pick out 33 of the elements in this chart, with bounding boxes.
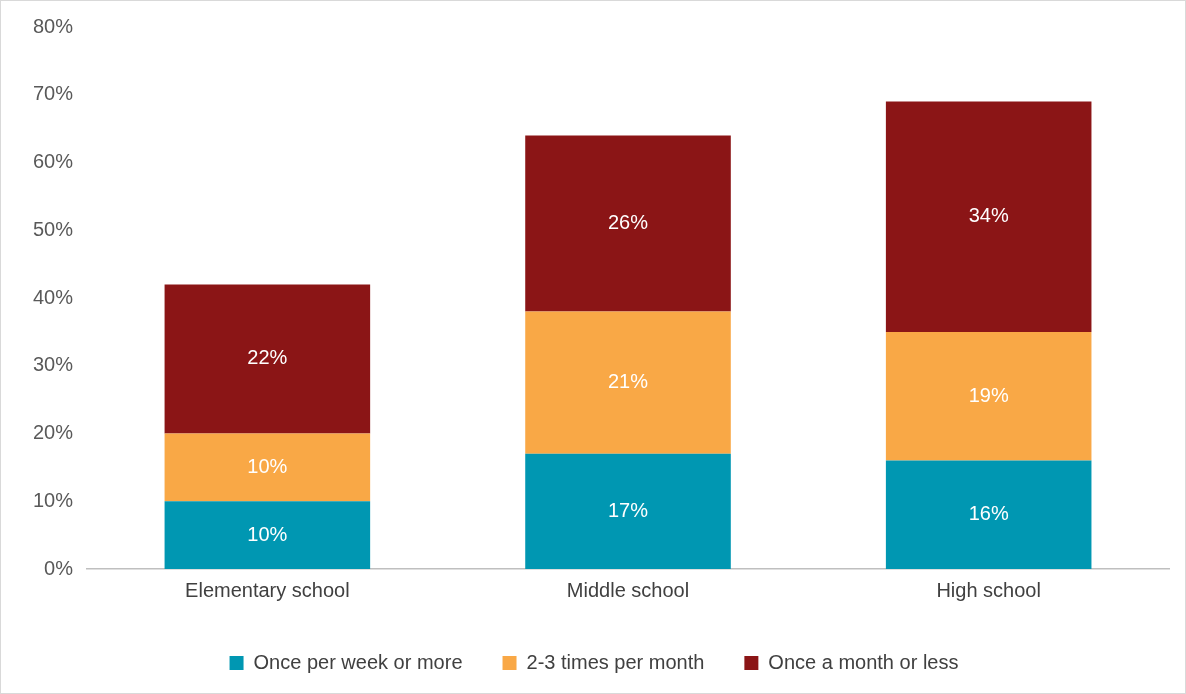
bar: [885, 101, 1092, 332]
y-tick-label: 20%: [33, 421, 74, 444]
x-tick-label: Middle school: [566, 578, 690, 601]
bar: [525, 453, 731, 569]
data-label: 19%: [968, 383, 1009, 406]
x-tick-label: Elementary school: [185, 578, 350, 601]
legend-label: 2-3 times per month: [526, 650, 705, 673]
data-label: 10%: [247, 522, 288, 545]
y-tick-label: 0%: [44, 556, 74, 579]
bar: [525, 311, 731, 454]
data-label: 17%: [608, 498, 649, 521]
y-tick-label: 50%: [33, 217, 74, 240]
x-tick-label: High school: [936, 578, 1041, 601]
bar: [164, 501, 371, 569]
y-tick-label: 60%: [33, 150, 74, 173]
y-tick-label: 30%: [33, 353, 74, 376]
legend-label: Once per week or more: [253, 650, 463, 673]
bar: [885, 331, 1092, 461]
bar: [164, 284, 371, 434]
legend-label: Once a month or less: [768, 650, 959, 673]
bar: [164, 433, 371, 502]
bar: [525, 135, 731, 312]
data-label: 21%: [608, 370, 649, 393]
data-label: 22%: [247, 346, 288, 369]
bar: [885, 460, 1092, 569]
y-tick-label: 70%: [33, 82, 74, 105]
data-label: 34%: [968, 204, 1009, 227]
y-tick-label: 80%: [33, 14, 74, 37]
data-label: 26%: [608, 210, 649, 233]
y-tick-label: 10%: [33, 488, 74, 511]
data-label: 16%: [968, 502, 1009, 525]
data-label: 10%: [247, 454, 288, 477]
y-tick-label: 40%: [33, 285, 74, 308]
